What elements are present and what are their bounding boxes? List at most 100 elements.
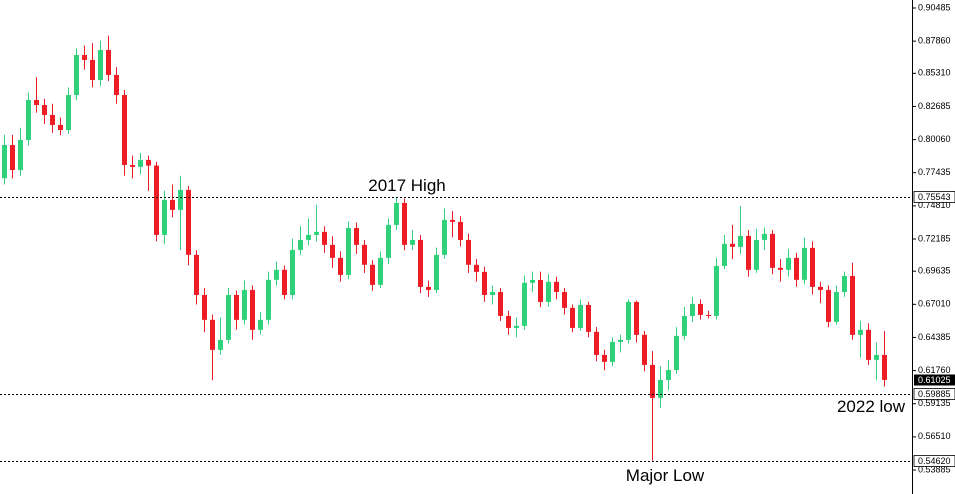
candle-body (346, 227, 351, 275)
candle-body (298, 239, 303, 250)
candle-body (66, 95, 71, 131)
candle-body (194, 254, 199, 295)
candle-body (250, 289, 255, 330)
candle-body (314, 231, 319, 235)
candle-body (714, 265, 719, 316)
y-tick-label: 0.67010 (918, 299, 951, 309)
candle-body (538, 279, 543, 302)
candle-body (114, 74, 119, 96)
candle-body (554, 281, 559, 292)
candle-body (290, 249, 295, 295)
candle-body (498, 291, 503, 316)
candle-body (226, 294, 231, 340)
candle-body (634, 301, 639, 335)
candle-body (754, 239, 759, 270)
candle-body (122, 95, 127, 165)
annotation: 2017 High (368, 176, 446, 195)
y-tick-label: 0.85310 (918, 68, 951, 78)
candle-body (82, 55, 87, 60)
candle-body (458, 221, 463, 240)
candle-body (138, 159, 143, 167)
candle-body (818, 286, 823, 290)
candle-body (242, 289, 247, 320)
level-label-box (913, 455, 955, 467)
candle-body (522, 282, 527, 326)
candle-body (874, 354, 879, 360)
candle-body (570, 307, 575, 328)
candle-body (626, 301, 631, 340)
candle-body (42, 105, 47, 115)
candle-body (106, 49, 111, 75)
candle-body (402, 202, 407, 245)
last-price-label: 0.61025 (918, 375, 951, 385)
candle-body (50, 114, 55, 125)
candle-body (834, 291, 839, 322)
candle-body (434, 254, 439, 290)
candle-body (202, 294, 207, 320)
y-tick-label: 0.82685 (918, 101, 951, 111)
candle-body (802, 247, 807, 280)
candle-body (186, 189, 191, 255)
y-tick-label: 0.80060 (918, 134, 951, 144)
candle-body (738, 235, 743, 247)
candle-body (26, 99, 31, 140)
candle-body (218, 339, 223, 350)
candle-body (594, 331, 599, 355)
y-tick-label: 0.87860 (918, 36, 951, 46)
candle-body (826, 289, 831, 322)
candle-body (90, 59, 95, 81)
candle-body (442, 219, 447, 255)
candle-body (426, 286, 431, 290)
candle-body (578, 304, 583, 328)
level-label: 0.59885 (918, 389, 951, 399)
candle-body (490, 291, 495, 295)
y-tick-label: 0.61760 (918, 365, 951, 375)
candle-body (650, 364, 655, 398)
candle-body (698, 303, 703, 315)
candle-body (474, 264, 479, 272)
candle-body (602, 354, 607, 362)
candle-body (18, 139, 23, 171)
candle-body (530, 279, 535, 283)
candle-body (370, 264, 375, 285)
candle-body (234, 294, 239, 320)
candle-body (722, 243, 727, 266)
candle-body (730, 243, 735, 247)
candle-body (98, 49, 103, 81)
candle-body (546, 281, 551, 302)
candle-body (762, 233, 767, 240)
candle-body (178, 189, 183, 210)
candle-body (770, 233, 775, 268)
y-tick-label: 0.56510 (918, 431, 951, 441)
level-label: 0.75543 (918, 192, 951, 202)
candle-body (858, 329, 863, 335)
candle-body (658, 379, 663, 398)
candle-body (410, 239, 415, 245)
y-tick-label: 0.90485 (918, 2, 951, 12)
candle-body (466, 239, 471, 265)
candle-body (170, 199, 175, 210)
candle-body (842, 275, 847, 292)
candle-body (794, 257, 799, 280)
candle-body (562, 291, 567, 308)
candle-body (642, 334, 647, 365)
level-label: 0.54620 (918, 456, 951, 466)
candle-body (10, 145, 15, 171)
candle-body (362, 244, 367, 265)
y-tick-label: 0.72185 (918, 233, 951, 243)
candle-body (810, 247, 815, 287)
candle-body (162, 199, 167, 235)
candle-body (338, 257, 343, 275)
candle-body (850, 275, 855, 335)
candle-body (258, 319, 263, 330)
candle-body (666, 369, 671, 380)
candle-body (58, 124, 63, 131)
candle-body (386, 224, 391, 258)
candle-body (274, 269, 279, 280)
candle-body (130, 164, 135, 167)
candle-body (450, 219, 455, 222)
candle-body (882, 354, 887, 380)
candle-body (154, 165, 159, 235)
